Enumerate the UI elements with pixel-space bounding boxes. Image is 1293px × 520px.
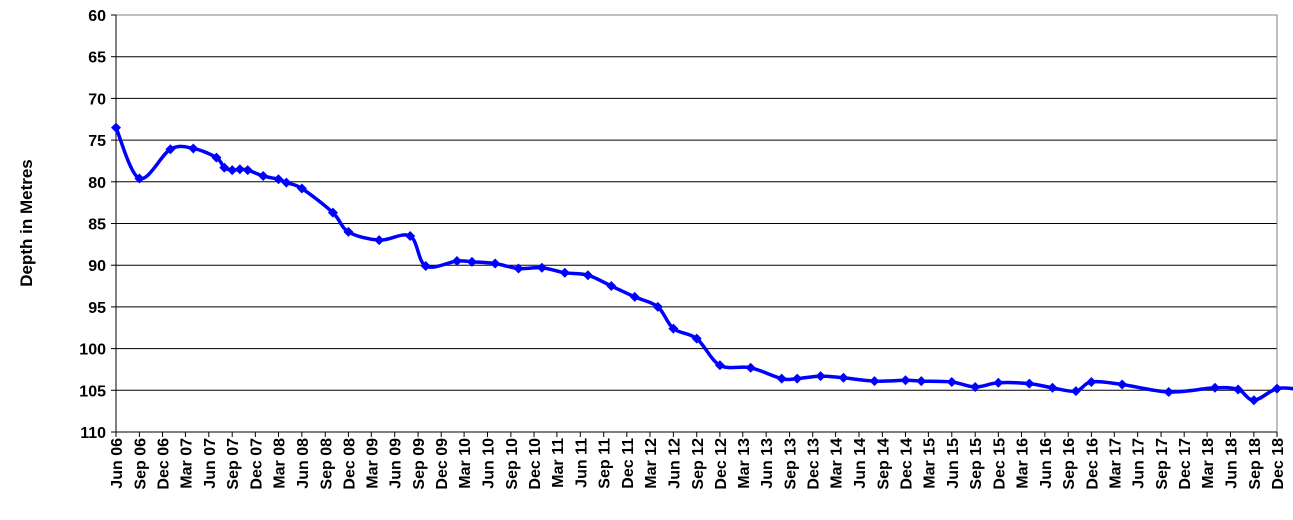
x-tick-label: Sep 18 [1247, 438, 1264, 490]
data-point [869, 376, 879, 386]
x-tick-label: Sep 16 [1061, 438, 1078, 490]
x-tick-label: Dec 12 [713, 438, 730, 490]
data-point [374, 235, 384, 245]
x-tick-label: Sep 17 [1154, 438, 1171, 490]
x-tick-label: Dec 14 [899, 438, 916, 490]
x-tick-label: Sep 06 [132, 438, 149, 490]
data-point [243, 165, 253, 175]
y-axis-title: Depth in Metres [17, 159, 36, 287]
x-tick-label: Mar 16 [1014, 438, 1031, 489]
x-tick-label: Mar 14 [829, 438, 846, 489]
x-tick-label: Sep 14 [875, 438, 892, 490]
x-tick-label: Jun 14 [852, 438, 869, 489]
x-tick-label: Mar 09 [364, 438, 381, 489]
x-tick-label: Sep 08 [318, 438, 335, 490]
x-tick-label: Jun 08 [295, 438, 312, 489]
data-point [258, 171, 268, 181]
data-point [777, 374, 787, 384]
x-tick-label: Sep 11 [597, 438, 614, 489]
data-point [792, 374, 802, 384]
x-tick-label: Mar 08 [271, 438, 288, 489]
x-tick-label: Sep 09 [411, 438, 428, 490]
y-tick-label: 60 [88, 8, 106, 25]
data-point [746, 363, 756, 373]
data-point [916, 376, 926, 386]
data-point [452, 256, 462, 266]
x-tick-label: Mar 07 [178, 438, 195, 489]
x-tick-label: Jun 17 [1131, 438, 1148, 489]
x-tick-label: Mar 18 [1200, 438, 1217, 489]
x-tick-label: Dec 18 [1270, 438, 1287, 490]
y-tick-label: 70 [88, 91, 106, 108]
y-tick-label: 110 [80, 425, 106, 442]
x-tick-label: Dec 07 [248, 438, 265, 490]
x-tick-label: Dec 11 [620, 438, 637, 489]
x-tick-label: Sep 13 [783, 438, 800, 490]
data-point [583, 270, 593, 280]
y-tick-label: 65 [88, 50, 106, 67]
data-point [235, 164, 245, 174]
data-point [537, 263, 547, 273]
data-point [993, 378, 1003, 388]
y-tick-label: 80 [88, 175, 106, 192]
x-tick-label: Mar 12 [643, 438, 660, 489]
data-point [838, 373, 848, 383]
x-axis: Jun 06 Sep 06 Dec 06 Mar 07 Jun 07 Sep 07 Dec … [109, 432, 1287, 490]
x-tick-label: Dec 06 [156, 438, 173, 490]
x-tick-label: Jun 16 [1038, 438, 1055, 489]
x-tick-label: Jun 18 [1223, 438, 1240, 489]
series-line [116, 128, 1293, 401]
x-tick-label: Jun 15 [945, 438, 962, 489]
data-point [947, 377, 957, 387]
x-tick-label: Mar 10 [457, 438, 474, 489]
y-tick-label: 100 [79, 342, 106, 359]
x-tick-label: Dec 17 [1177, 438, 1194, 490]
x-tick-label: Jun 06 [109, 438, 126, 489]
x-tick-label: Dec 10 [527, 438, 544, 490]
y-tick-label: 105 [79, 383, 106, 400]
x-tick-label: Sep 10 [504, 438, 521, 490]
x-tick-label: Dec 15 [991, 438, 1008, 490]
x-tick-label: Jun 10 [480, 438, 497, 489]
x-tick-label: Mar 15 [921, 438, 938, 489]
y-tick-label: 95 [88, 300, 106, 317]
data-point [490, 259, 500, 269]
x-tick-label: Sep 07 [225, 438, 242, 490]
x-tick-label: Mar 17 [1107, 438, 1124, 489]
data-point [560, 268, 570, 278]
x-tick-label: Mar 13 [736, 438, 753, 489]
data-point [1164, 387, 1174, 397]
x-tick-label: Sep 12 [690, 438, 707, 490]
data-point [901, 375, 911, 385]
data-point [188, 143, 198, 153]
x-tick-label: Jun 12 [666, 438, 683, 489]
y-tick-label: 85 [88, 217, 106, 234]
x-tick-label: Jun 11 [573, 438, 590, 488]
y-tick-label: 75 [88, 133, 106, 150]
data-point [1117, 379, 1127, 389]
data-point [1249, 395, 1259, 405]
x-tick-label: Sep 15 [968, 438, 985, 490]
x-tick-label: Mar 11 [550, 438, 567, 488]
data-point [816, 371, 826, 381]
data-point [1086, 377, 1096, 387]
data-point [111, 123, 121, 133]
x-tick-label: Jun 07 [202, 438, 219, 489]
series-group [111, 123, 1293, 406]
x-tick-label: Dec 09 [434, 438, 451, 490]
x-tick-label: Dec 13 [806, 438, 823, 490]
x-tick-label: Jun 13 [759, 438, 776, 489]
y-tick-label: 90 [88, 258, 106, 275]
x-tick-label: Dec 16 [1084, 438, 1101, 490]
data-point [1047, 383, 1057, 393]
data-point [1272, 384, 1282, 394]
data-point [1210, 383, 1220, 393]
x-tick-label: Jun 09 [388, 438, 405, 489]
x-tick-label: Dec 08 [341, 438, 358, 490]
y-axis: 60 65 70 75 80 85 90 95 100 105 110 [79, 8, 116, 442]
data-point [1024, 379, 1034, 389]
